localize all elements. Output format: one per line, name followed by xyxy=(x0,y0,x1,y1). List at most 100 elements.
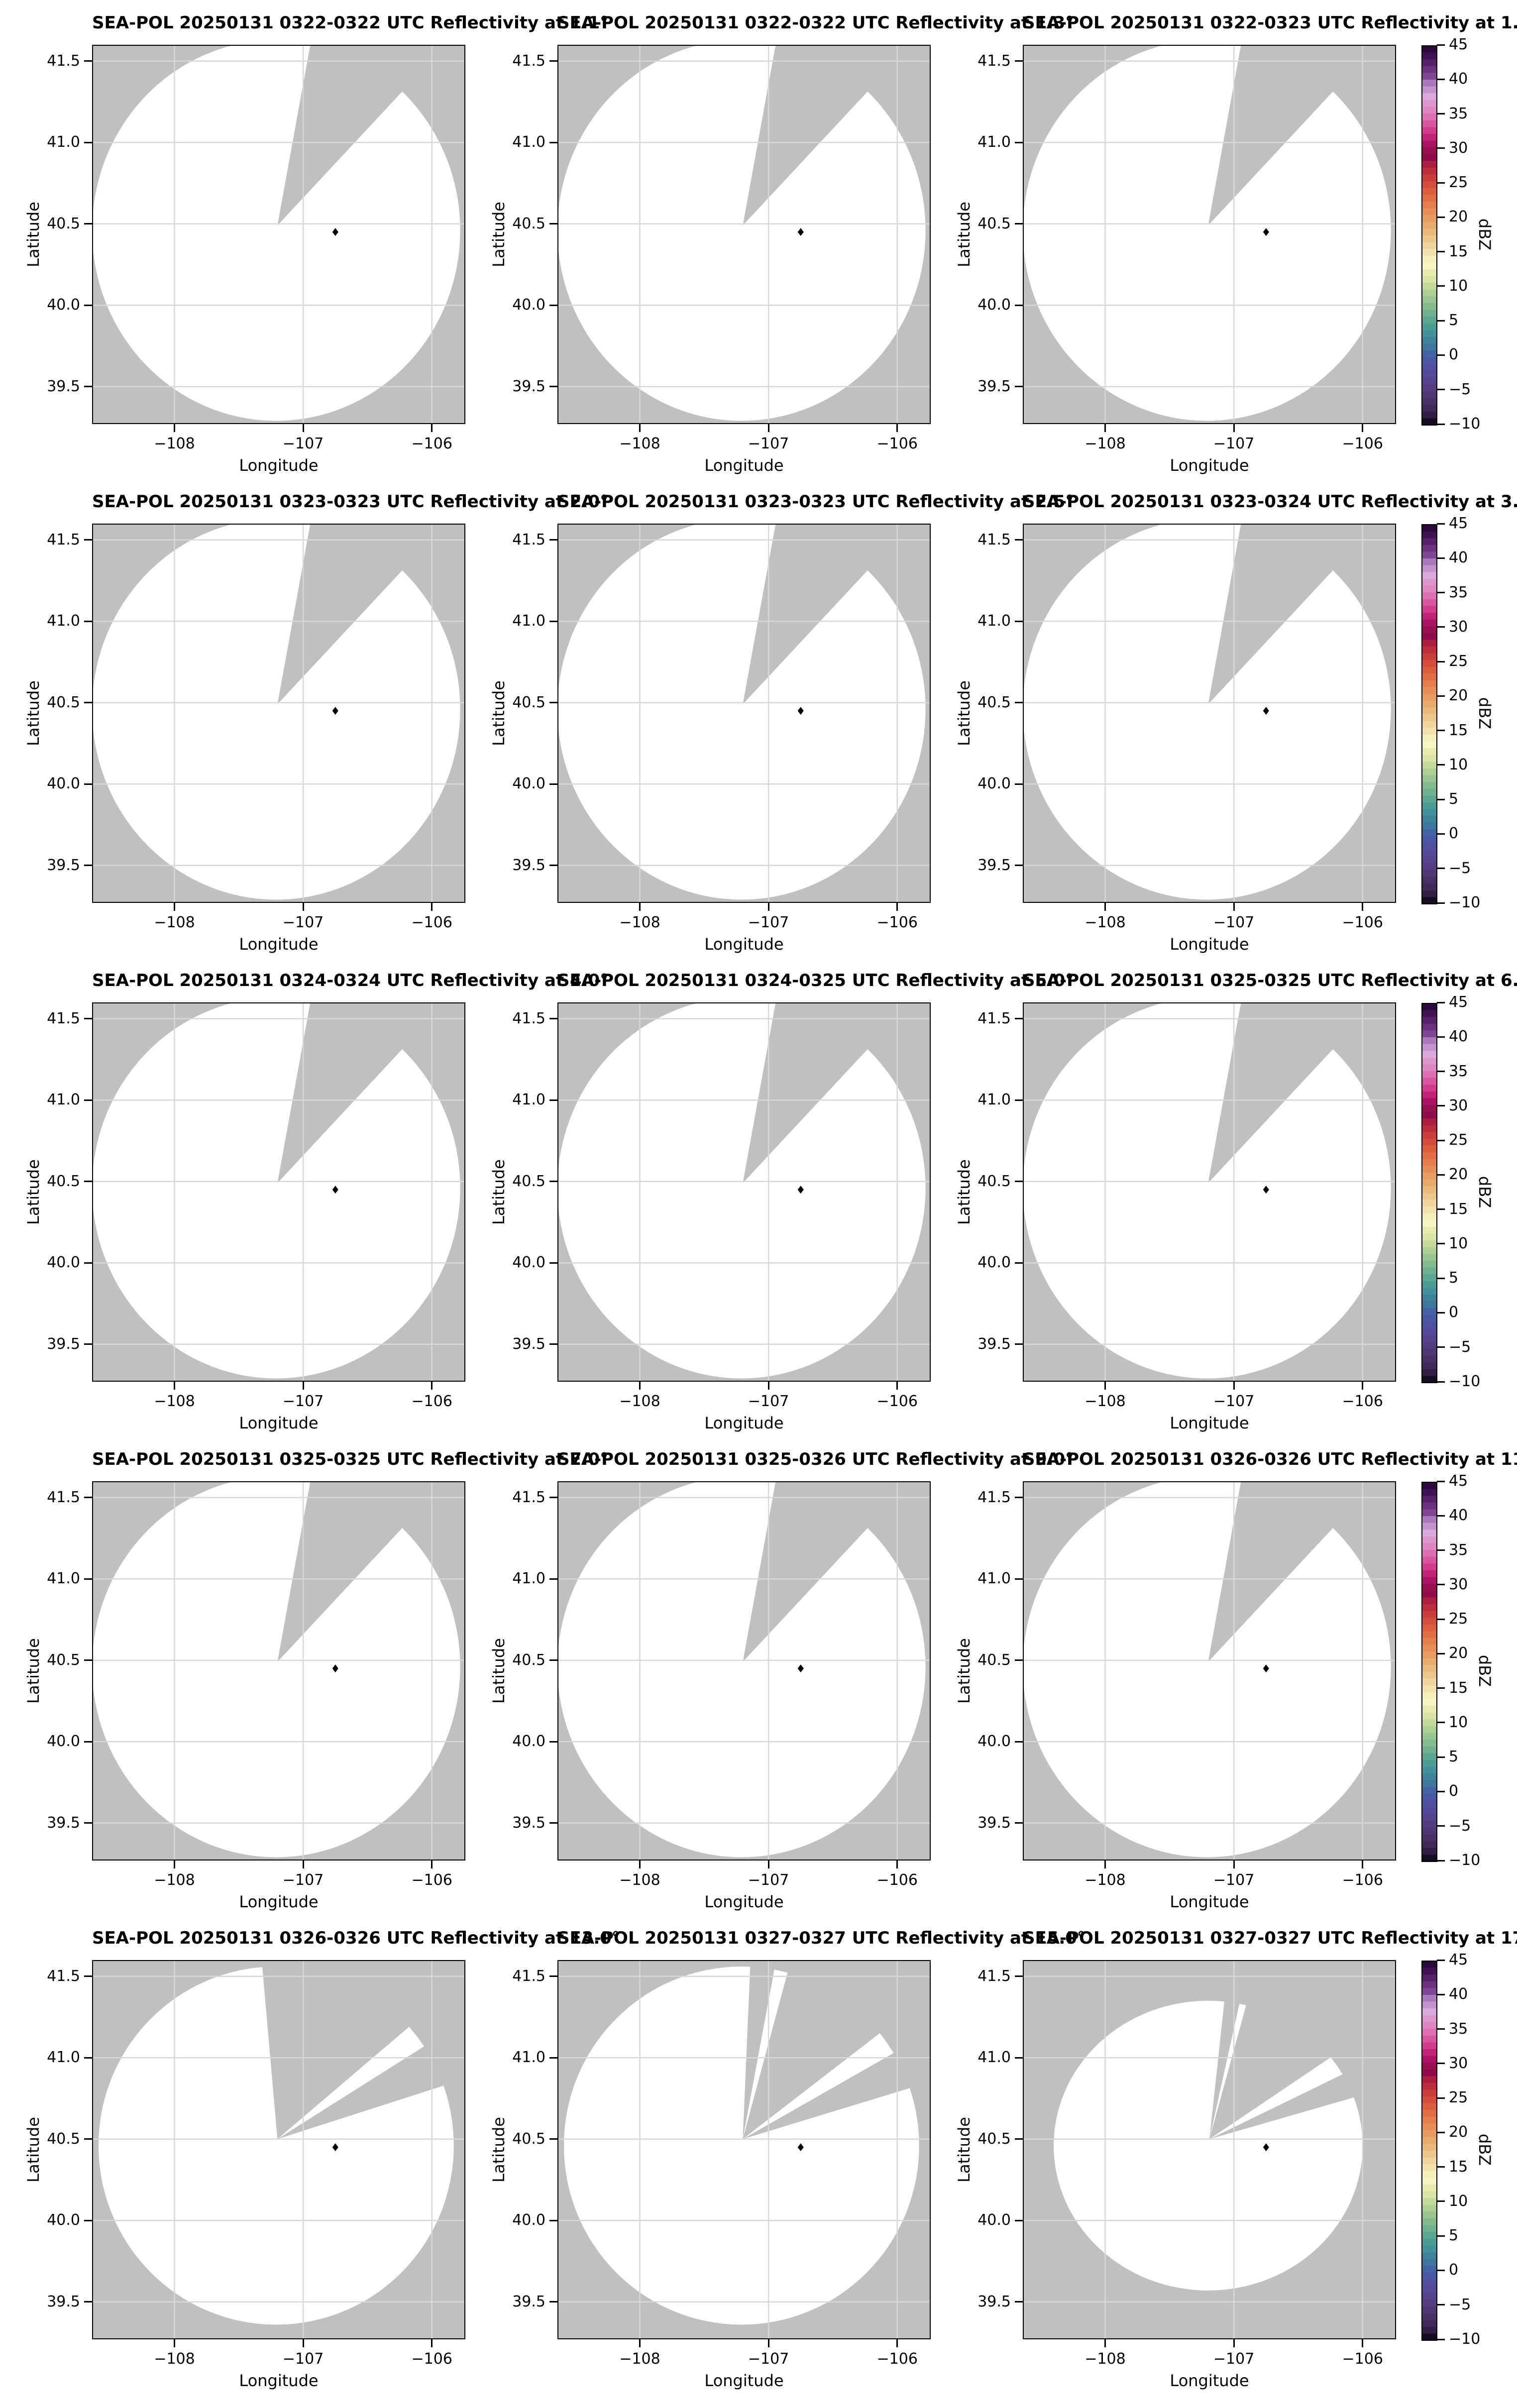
y-tick-mark xyxy=(1015,1099,1023,1101)
y-tick-label: 41.0 xyxy=(512,1091,545,1109)
x-tick-mark xyxy=(1104,1382,1106,1390)
x-tick-mark xyxy=(302,424,304,432)
colorbar-band xyxy=(1422,283,1437,290)
x-tick-mark xyxy=(431,903,433,911)
colorbar-band xyxy=(1422,728,1437,735)
colorbar-band xyxy=(1422,707,1437,715)
colorbar-band xyxy=(1422,2225,1437,2233)
colorbar-band xyxy=(1422,357,1437,365)
colorbar-tick-mark xyxy=(1437,2166,1445,2168)
colorbar-band xyxy=(1422,795,1437,803)
colorbar-band xyxy=(1422,1091,1437,1099)
colorbar-tick-mark xyxy=(1437,1036,1445,1038)
colorbar-band xyxy=(1422,1159,1437,1167)
colorbar-tick-mark xyxy=(1437,695,1445,697)
colorbar-band xyxy=(1422,1672,1437,1679)
y-tick-label: 40.5 xyxy=(977,215,1011,232)
x-axis-label: Longitude xyxy=(239,456,319,475)
colorbar-band xyxy=(1422,1658,1437,1666)
colorbar-tick-label: 0 xyxy=(1449,1782,1459,1800)
y-tick-mark xyxy=(1015,1741,1023,1743)
colorbar-tick-label: 15 xyxy=(1449,1679,1468,1697)
colorbar-tick-mark xyxy=(1437,1208,1445,1210)
colorbar-band xyxy=(1422,1335,1437,1343)
scan-coverage-region xyxy=(92,524,460,900)
colorbar-tick-label: −5 xyxy=(1449,2296,1471,2313)
colorbar-band xyxy=(1422,1590,1437,1598)
y-tick-label: 40.5 xyxy=(47,1172,80,1190)
colorbar-band xyxy=(1422,585,1437,593)
y-tick-mark xyxy=(84,1822,92,1824)
y-tick-mark xyxy=(84,386,92,388)
colorbar-band xyxy=(1422,1030,1437,1038)
colorbar-tick-label: −10 xyxy=(1449,415,1481,433)
scan-coverage-region xyxy=(557,524,926,900)
y-tick-label: 41.5 xyxy=(512,1009,545,1027)
y-tick-label: 40.0 xyxy=(977,296,1011,314)
colorbar-band xyxy=(1422,377,1437,385)
colorbar xyxy=(1421,1961,1437,2341)
y-tick-label: 40.0 xyxy=(512,1254,545,1272)
colorbar-tick-label: 40 xyxy=(1449,549,1468,567)
colorbar-tick-mark xyxy=(1437,2304,1445,2306)
y-tick-label: 41.0 xyxy=(512,612,545,630)
colorbar-band xyxy=(1422,1342,1437,1349)
colorbar-band xyxy=(1422,1489,1437,1497)
y-tick-label: 41.0 xyxy=(47,1570,80,1588)
colorbar-tick-mark xyxy=(1437,868,1445,870)
colorbar-band xyxy=(1422,1570,1437,1578)
colorbar-tick-label: 40 xyxy=(1449,1028,1468,1046)
y-tick-mark xyxy=(1015,2301,1023,2303)
colorbar-band xyxy=(1422,1685,1437,1693)
x-tick-mark xyxy=(302,2339,304,2347)
ppi-plot xyxy=(92,1960,465,2339)
x-tick-label: −108 xyxy=(154,435,195,452)
colorbar-band xyxy=(1422,2137,1437,2145)
colorbar-band xyxy=(1422,1023,1437,1031)
x-tick-mark xyxy=(431,424,433,432)
colorbar-band xyxy=(1422,188,1437,196)
x-tick-label: −108 xyxy=(1084,2350,1126,2368)
colorbar-tick-mark xyxy=(1437,113,1445,115)
colorbar-tick-mark xyxy=(1437,182,1445,184)
x-tick-label: −107 xyxy=(1213,1871,1255,1889)
x-tick-label: −106 xyxy=(411,1393,452,1410)
x-tick-mark xyxy=(639,2339,641,2347)
colorbar-band xyxy=(1422,890,1437,898)
colorbar-band xyxy=(1422,1376,1437,1383)
colorbar-band xyxy=(1422,1139,1437,1146)
colorbar-band xyxy=(1422,2103,1437,2111)
colorbar-band xyxy=(1422,1821,1437,1828)
colorbar-band xyxy=(1422,816,1437,823)
y-tick-mark xyxy=(1015,1262,1023,1264)
x-tick-mark xyxy=(302,1382,304,1390)
colorbar-tick-mark xyxy=(1437,2097,1445,2099)
y-axis-label: Latitude xyxy=(955,680,974,746)
colorbar-band xyxy=(1422,80,1437,87)
colorbar-band xyxy=(1422,208,1437,216)
colorbar-band xyxy=(1422,714,1437,722)
y-tick-label: 40.5 xyxy=(977,2130,1011,2148)
colorbar-band xyxy=(1422,107,1437,114)
scan-coverage-region xyxy=(1023,1481,1391,1858)
colorbar-tick-label: 0 xyxy=(1449,1304,1459,1321)
colorbar-band xyxy=(1422,1665,1437,1672)
y-axis-label: Latitude xyxy=(955,2117,974,2183)
colorbar-band xyxy=(1422,242,1437,250)
y-tick-mark xyxy=(84,1659,92,1661)
colorbar-tick-label: 30 xyxy=(1449,1096,1468,1114)
x-tick-mark xyxy=(1104,2339,1106,2347)
colorbar-band xyxy=(1422,775,1437,782)
colorbar-band xyxy=(1422,66,1437,74)
scan-coverage-region xyxy=(557,1002,926,1379)
ppi-plot xyxy=(92,1002,465,1382)
x-tick-mark xyxy=(639,1382,641,1390)
panel-title: SEA-POL 20250131 0325-0325 UTC Reflectiv… xyxy=(92,1449,609,1469)
y-tick-mark xyxy=(84,1262,92,1264)
y-tick-label: 39.5 xyxy=(512,377,545,395)
colorbar-tick-mark xyxy=(1437,2338,1445,2340)
panel-title: SEA-POL 20250131 0323-0323 UTC Reflectiv… xyxy=(92,492,609,512)
colorbar-band xyxy=(1422,418,1437,426)
radar-site-marker xyxy=(797,2143,804,2152)
y-tick-label: 40.0 xyxy=(47,1733,80,1751)
